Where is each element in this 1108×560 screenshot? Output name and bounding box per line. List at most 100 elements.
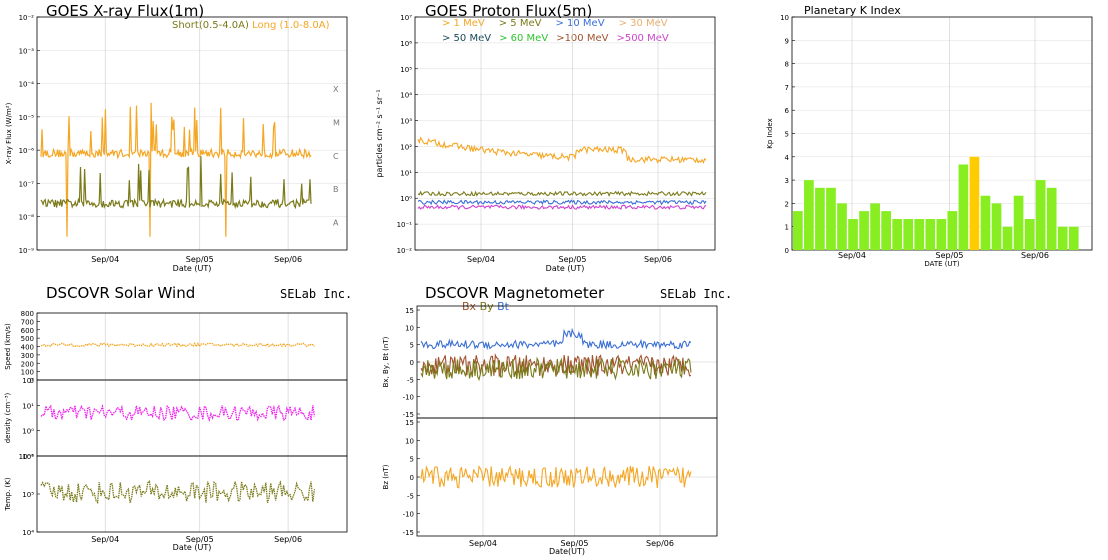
xray-ytick-3: 10⁻⁶ [19,147,35,155]
proton-legend-10mev: > 10 MeV [555,18,605,29]
proton-xtick-0: Sep/04 [467,255,495,264]
mag-xtick-1: Sep/05 [561,539,589,548]
mag-series-bz [420,464,692,489]
kp-bar-3 [826,187,836,250]
proton-legend-60mev: > 60 MeV [499,33,549,44]
xray-ytick-0: 10⁻⁹ [19,247,35,255]
xray-legend: Short(0.5-4.0A) Long (1.0-8.0A) [172,20,330,31]
kp-xtick-0: Sep/04 [838,251,866,260]
mag-xtick-0: Sep/04 [469,539,497,548]
xray-ytick-1: 10⁻⁸ [19,214,35,222]
mag-1-ytick-3: 0 [410,474,414,482]
mag-brand: SELab Inc. [660,287,733,301]
kp-ytick-5: 5 [785,131,789,139]
mag-title: DSCOVR Magnetometer [425,284,605,302]
kp-bar-2 [815,187,825,250]
proton-legend-1mev: > 1 MeV [442,18,485,29]
kp-ytick-9: 9 [785,37,789,45]
kp-bar-11 [914,219,925,250]
xray-xtick-1: Sep/05 [186,255,214,264]
wind-speed-ytick-1: 100 [21,369,34,377]
kp-bar-9 [892,219,903,250]
xray-series-long [40,102,312,237]
kp-bar-5 [848,219,858,250]
proton-ytick-6: 10⁴ [400,92,412,100]
mag-1-ytick-5: 10 [405,437,414,445]
proton-series-2 [417,199,707,206]
proton-series-3 [417,204,707,211]
xray-xlabel: Date (UT) [173,264,212,273]
proton-title: GOES Proton Flux(5m) [425,2,593,20]
proton-xlabel: Date (UT) [546,264,585,273]
xray-ytick-7: 10⁻² [19,14,35,22]
proton-legend-500mev: >500 MeV [616,33,669,44]
wind-xtick-2: Sep/06 [274,535,302,544]
wind-temp-ytick-1: 10⁵ [22,491,34,499]
xray-ytick-5: 10⁻⁴ [19,81,35,89]
mag-1-label: Bz (nT) [382,464,390,489]
wind-density-label: density (cm⁻³) [4,392,12,443]
xray-class-M: M [333,119,340,128]
proton-xtick-1: Sep/05 [559,255,587,264]
mag-1-ytick-1: -10 [403,511,414,519]
proton-ytick-8: 10⁶ [400,40,412,48]
proton-ytick-0: 10⁻² [397,247,413,255]
xray-legend-short: Short(0.5-4.0A) [172,20,249,31]
proton-ytick-7: 10⁵ [400,66,412,74]
kp-title: Planetary K Index [804,4,901,17]
mag-1-ytick-6: 15 [405,419,414,427]
kp-bar-1 [804,180,814,250]
wind-speed-ytick-5: 500 [21,335,34,343]
proton-legend-5mev: > 5 MeV [498,18,542,29]
mag-xtick-2: Sep/06 [646,539,674,548]
kp-ytick-0: 0 [785,247,789,255]
kp-ytick-2: 2 [785,200,789,208]
kp-bar-14 [947,211,958,250]
kp-ytick-4: 4 [785,154,790,162]
kp-bar-25 [1068,226,1079,250]
wind-speed-ytick-6: 600 [21,327,34,335]
proton-xtick-2: Sep/06 [644,255,672,264]
wind-speed-ytick-0: 0 [30,377,34,385]
kp-bar-21 [1024,219,1035,250]
kp-bar-15 [958,164,969,250]
xray-ytick-2: 10⁻⁷ [19,180,35,188]
mag-xlabel: Date(UT) [549,547,585,556]
proton-ytick-3: 10¹ [400,169,412,177]
mag-series-bt [420,327,692,351]
xray-ytick-4: 10⁻⁵ [19,114,35,122]
xray-ylabel: X-ray Flux (W/m²) [5,102,13,164]
proton-ytick-1: 10⁻¹ [397,221,413,229]
xray-class-C: C [333,152,339,161]
wind-title: DSCOVR Solar Wind [46,284,196,302]
wind-brand: SELab Inc. [280,287,353,301]
kp-bar-4 [837,203,847,250]
mag-0-ytick-6: 15 [405,307,414,315]
kp-bar-19 [1002,226,1013,250]
xray-ytick-6: 10⁻³ [19,47,35,55]
wind-density-series [40,403,316,423]
proton-chart: 10⁻² 10⁻¹ 10⁰ 10¹ 10² 10³ 10⁴ 10⁵ 10⁶ 10⁷ particle… [375,14,716,273]
kp-xtick-1: Sep/05 [936,251,964,260]
kp-ylabel: Kp Index [766,118,774,149]
proton-ytick-4: 10² [400,143,412,151]
mag-1-ytick-4: 5 [410,456,414,464]
proton-ytick-9: 10⁷ [400,14,412,22]
mag-0-ytick-1: -10 [403,394,414,402]
proton-legend-50mev: > 50 MeV [442,33,492,44]
kp-bar-18 [991,203,1002,250]
xray-series-short [40,156,312,210]
wind-density-ytick-1: 10⁰ [22,428,34,436]
kp-bar-0 [793,211,803,250]
kp-bar-10 [903,219,914,250]
xray-xtick-0: Sep/04 [91,255,119,264]
xray-class-X: X [333,85,339,94]
kp-bar-16 [969,156,980,250]
wind-temp-ytick-2: 10⁶ [22,453,34,461]
wind-density-ytick-2: 10¹ [22,402,34,410]
mag-series-by [420,356,692,382]
kp-bar-8 [881,211,891,250]
wind-speed-ytick-2: 200 [21,360,34,368]
wind-temp-ytick-0: 10⁴ [22,529,34,537]
kp-ytick-1: 1 [785,224,789,232]
